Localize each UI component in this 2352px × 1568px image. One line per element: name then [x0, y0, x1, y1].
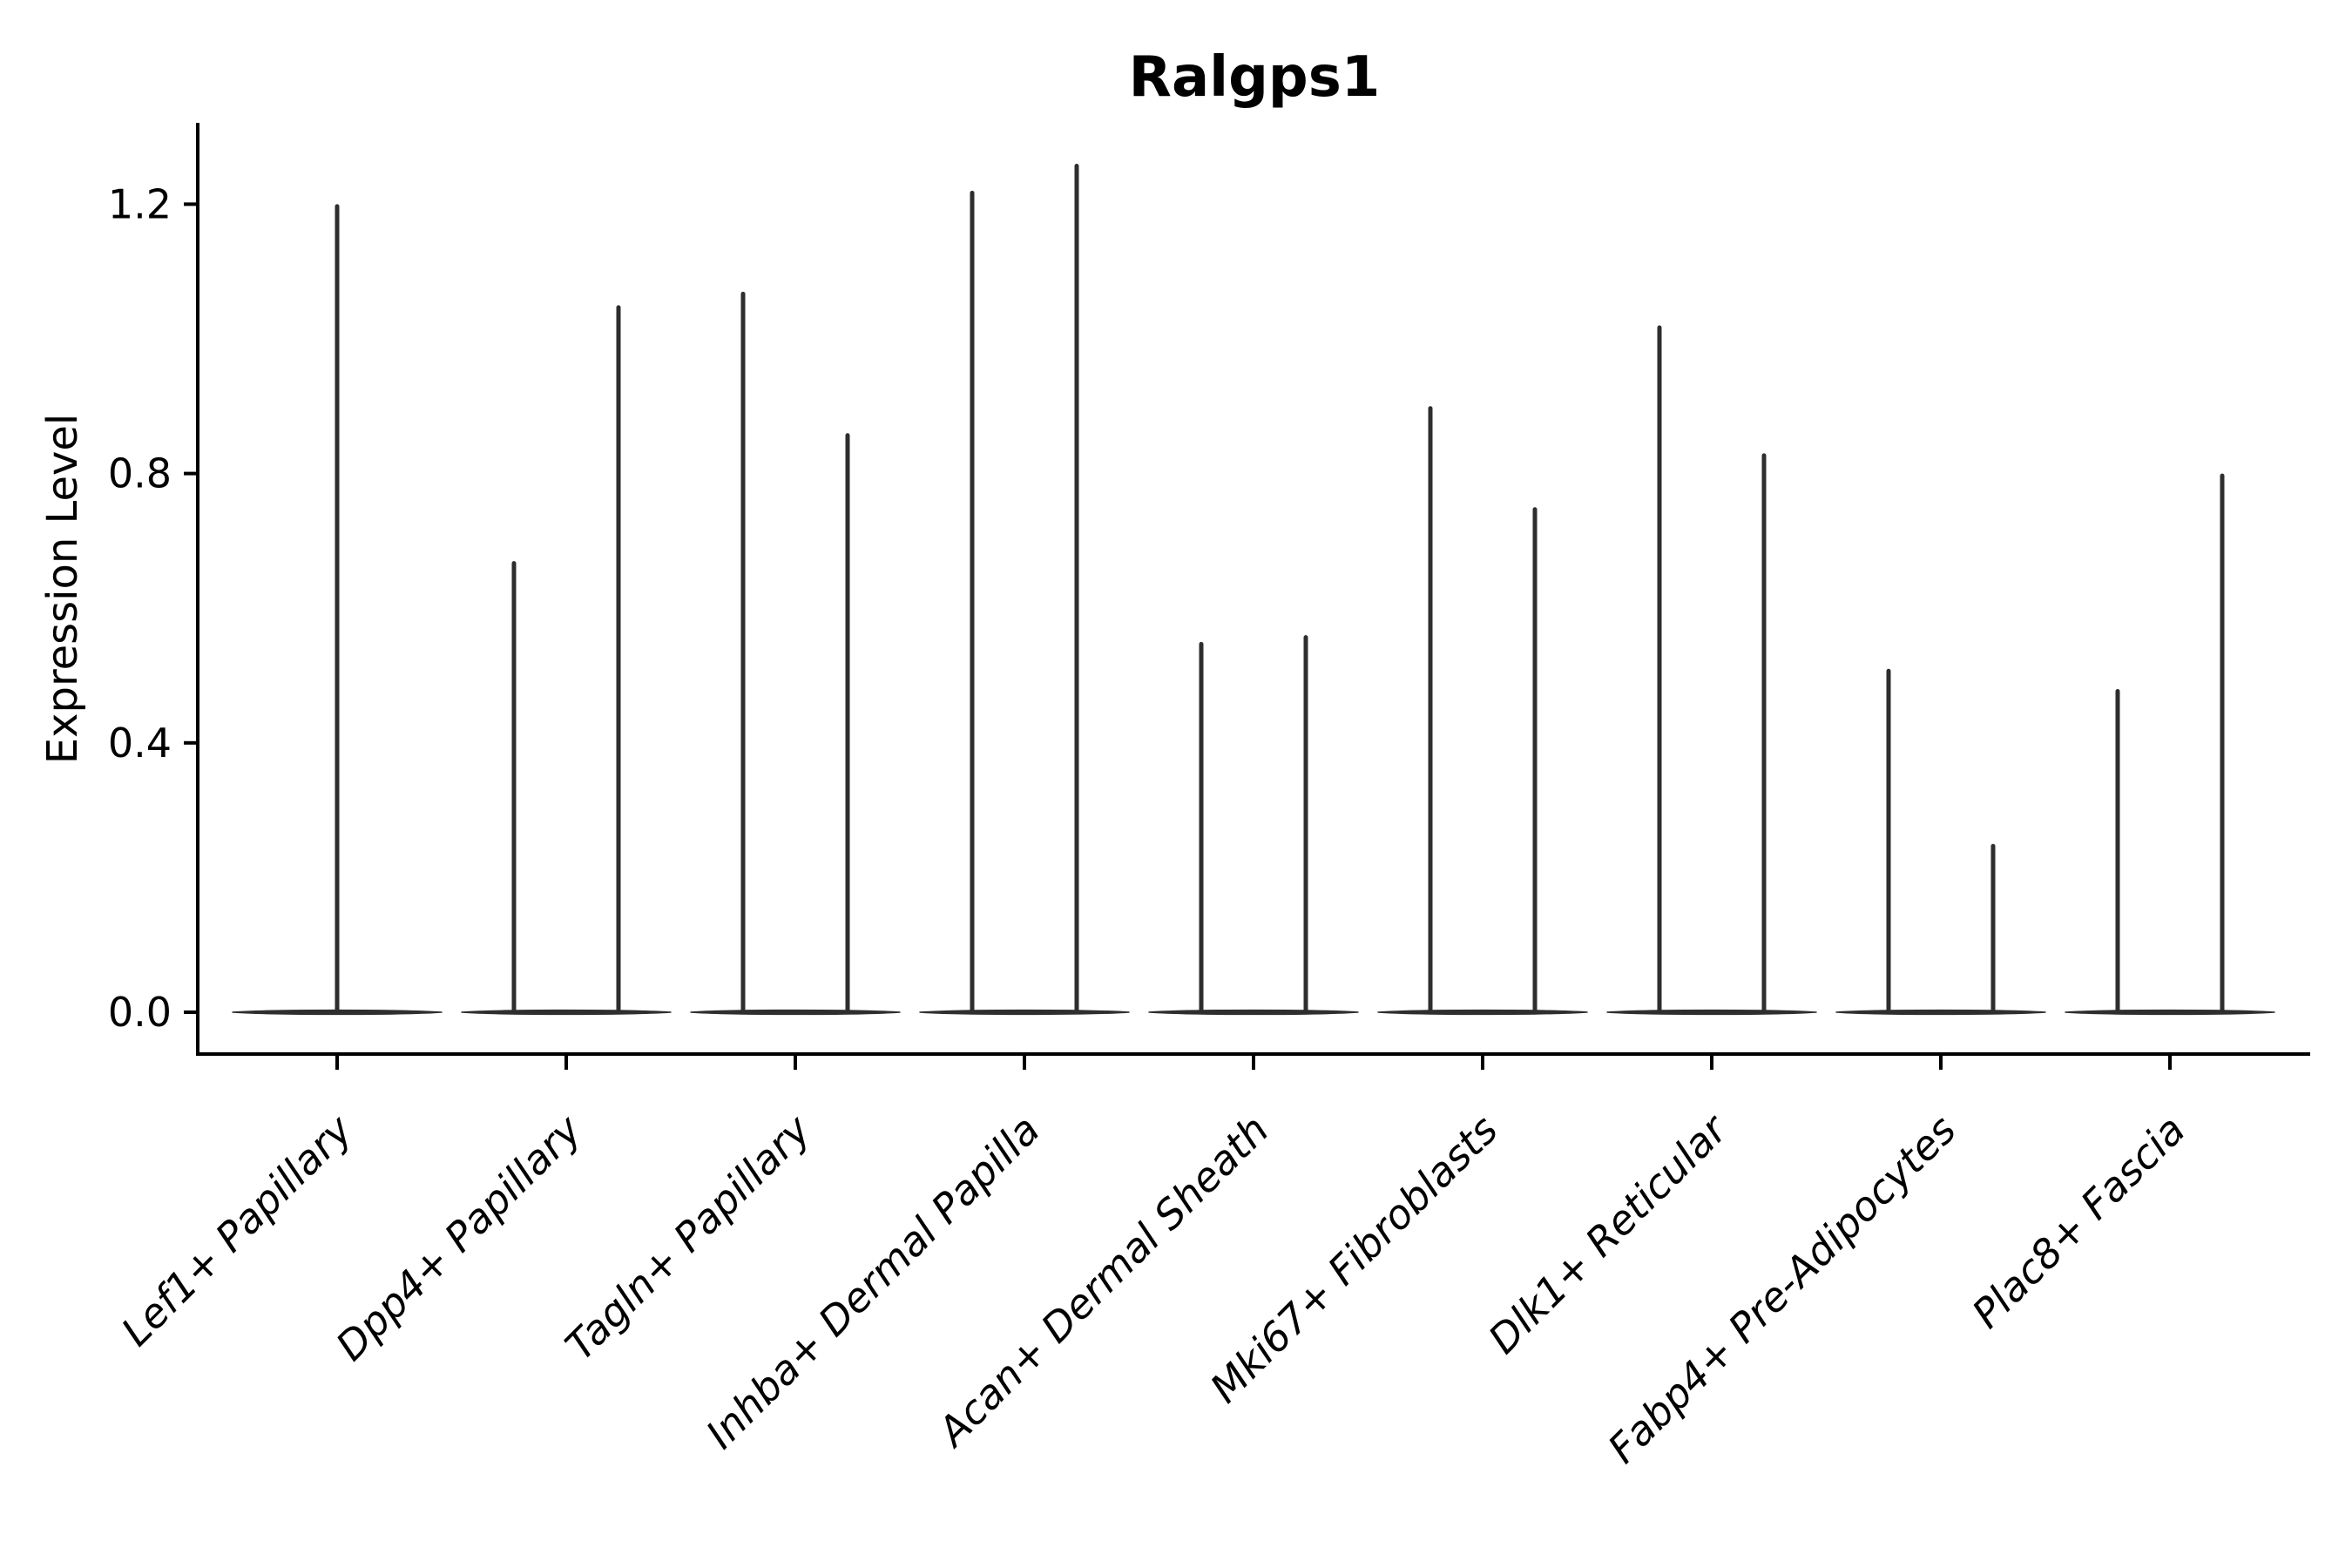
violin-base [1377, 1009, 1588, 1016]
violin-plac8-fascia [2065, 473, 2275, 1016]
x-tick-label-dlk1-reticular: Dlk1+ Reticular [1479, 1104, 1738, 1362]
x-tick-label-dpp4-papillary: Dpp4+ Papillary [327, 1105, 591, 1369]
violin-tagln-papillary [690, 291, 901, 1016]
violin-dlk1-reticular [1606, 325, 1817, 1016]
violin-base [690, 1009, 901, 1016]
violin-dpp4-papillary [461, 305, 672, 1016]
violin-base [2065, 1009, 2275, 1016]
y-tick-label: 0.4 [108, 720, 172, 767]
y-tick-label: 0.0 [108, 989, 172, 1036]
violins [232, 164, 2275, 1016]
violin-inhba-dermal-papilla [919, 164, 1130, 1016]
violin-acan-dermal-sheath [1148, 635, 1359, 1016]
x-tick-label-tagln-papillary: Tagln+ Papillary [556, 1105, 820, 1369]
violin-base [1606, 1009, 1817, 1016]
violin-base [461, 1009, 672, 1016]
violin-base [919, 1009, 1130, 1016]
y-axis-title: Expression Level [38, 414, 87, 765]
x-tick-label-plac8-fascia: Plac8+ Fascia [1963, 1106, 2193, 1337]
x-tick-label-lef1-papillary: Lef1+ Papillary [112, 1105, 362, 1355]
violin-lef1-papillary [232, 204, 443, 1016]
violin-fabp4-pre-adipocytes [1835, 668, 2046, 1016]
violin-mki67-fibroblasts [1377, 406, 1588, 1016]
y-tick-label: 1.2 [108, 180, 172, 227]
y-tick-label: 0.8 [108, 450, 172, 497]
violin-base [1148, 1009, 1359, 1016]
violin-base [1835, 1009, 2046, 1016]
chart-title: Ralgps1 [1129, 45, 1381, 110]
